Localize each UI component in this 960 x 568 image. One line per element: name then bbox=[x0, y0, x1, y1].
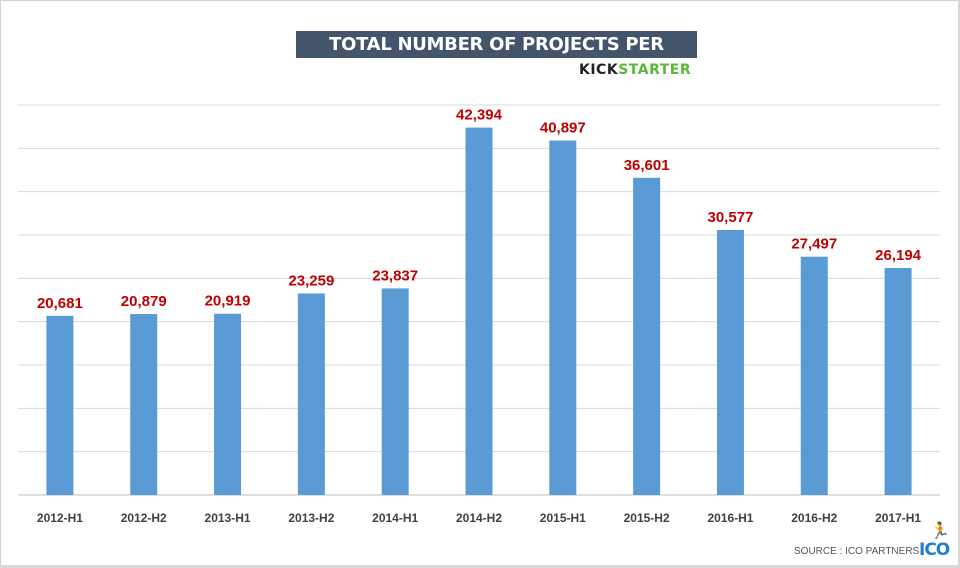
bar bbox=[214, 313, 242, 495]
source-text: SOURCE : ICO PARTNERS bbox=[794, 546, 920, 557]
ico-logo: ICO bbox=[919, 540, 950, 560]
data-label: 20,919 bbox=[205, 293, 251, 310]
data-label: 40,897 bbox=[540, 120, 586, 137]
data-label: 23,837 bbox=[372, 267, 418, 284]
x-tick-label: 2017-H1 bbox=[875, 511, 921, 525]
bar bbox=[297, 293, 325, 495]
data-label: 42,394 bbox=[456, 107, 503, 124]
bar bbox=[465, 127, 493, 496]
bar bbox=[549, 140, 577, 495]
x-tick-label: 2012-H2 bbox=[121, 511, 167, 525]
logo-starter: STARTER bbox=[618, 62, 692, 78]
x-tick-label: 2015-H2 bbox=[624, 511, 670, 525]
x-tick-label: 2015-H1 bbox=[540, 511, 586, 525]
data-label: 26,194 bbox=[875, 247, 922, 264]
x-tick-label: 2016-H2 bbox=[791, 511, 837, 525]
chart-title: TOTAL NUMBER OF PROJECTS PER SEMESTER bbox=[296, 31, 697, 82]
data-label: 27,497 bbox=[791, 236, 837, 253]
running-person-icon: 🏃 bbox=[930, 523, 950, 540]
data-label: 36,601 bbox=[624, 157, 670, 174]
x-tick-label: 2013-H2 bbox=[288, 511, 334, 525]
bar bbox=[884, 267, 912, 495]
bar bbox=[381, 288, 409, 495]
logo-kick: KICK bbox=[579, 62, 619, 78]
x-tick-label: 2012-H1 bbox=[37, 511, 83, 525]
bar bbox=[46, 315, 74, 495]
data-label: 30,577 bbox=[708, 209, 754, 226]
bar bbox=[800, 256, 828, 495]
data-label: 23,259 bbox=[288, 272, 334, 289]
x-tick-label: 2016-H1 bbox=[707, 511, 753, 525]
x-tick-label: 2014-H1 bbox=[372, 511, 418, 525]
x-tick-label: 2013-H1 bbox=[205, 511, 251, 525]
bar bbox=[130, 314, 158, 495]
kickstarter-logo: KICKSTARTER bbox=[579, 62, 691, 78]
bar bbox=[716, 229, 744, 495]
bar bbox=[633, 177, 661, 496]
x-tick-label: 2014-H2 bbox=[456, 511, 502, 525]
data-label: 20,879 bbox=[121, 293, 167, 310]
data-label: 20,681 bbox=[37, 295, 83, 312]
